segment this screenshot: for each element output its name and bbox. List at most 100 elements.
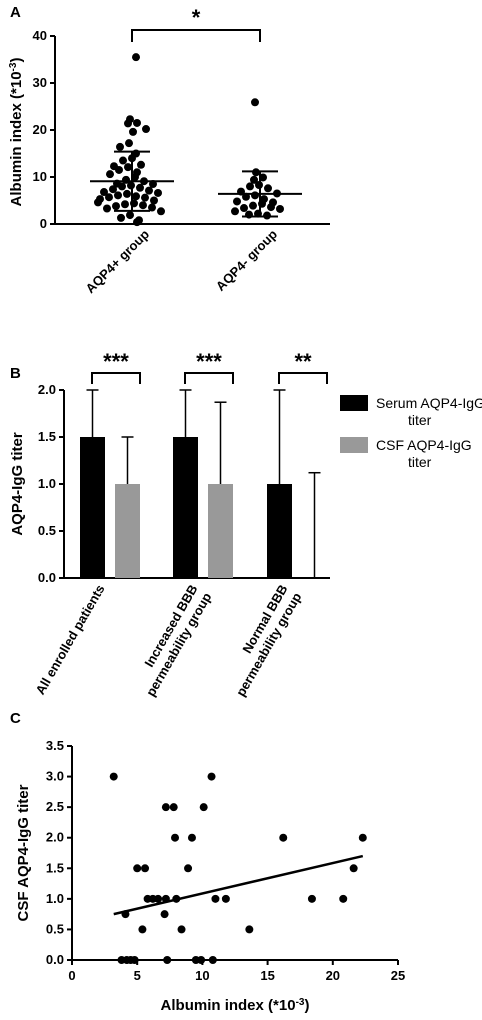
y-tick-label-c: 1.0 [46, 891, 64, 906]
x-category-label-b-line: All enrolled patients [32, 582, 107, 697]
data-point-a [141, 193, 149, 202]
legend-label-serum: Serum AQP4-IgG titer [376, 395, 482, 428]
data-point-c [349, 864, 358, 873]
data-point-a [132, 192, 140, 201]
x-axis-label-c-close: ) [304, 997, 309, 1014]
y-tick-label-b: 0.5 [38, 523, 56, 538]
y-axis-label-a-exp: -3 [8, 62, 19, 71]
legend-label-line: titer [408, 454, 432, 470]
data-point-c [199, 803, 208, 812]
data-point-c [221, 894, 230, 903]
legend-swatch-serum [340, 395, 368, 411]
data-point-a [125, 139, 133, 148]
data-point-c [154, 894, 163, 903]
x-category-label-b: Increased BBBpermeability group [129, 582, 214, 699]
data-point-a [145, 186, 153, 195]
data-point-a [123, 189, 131, 198]
data-point-a [251, 191, 259, 200]
data-point-c [130, 956, 139, 964]
y-tick-label-a: 0 [40, 216, 47, 231]
y-tick-label-c: 3.5 [46, 738, 64, 753]
data-point-a [249, 201, 257, 210]
data-point-a [142, 125, 150, 134]
x-tick-label-c: 15 [260, 968, 274, 983]
panel-c: C 0.0 0.5 1.0 1.5 2.0 2.5 3.0 3.5 0 5 10 15 20 25 CSF A… [10, 710, 405, 1014]
data-point-a [154, 188, 162, 197]
significance-bracket-b [184, 372, 234, 384]
y-tick-label-c: 2.5 [46, 799, 64, 814]
significance-label-b: ** [294, 349, 312, 374]
data-point-c [141, 864, 150, 873]
data-point-a [246, 182, 254, 191]
data-point-a [148, 203, 156, 212]
y-tick-label-a: 10 [33, 169, 47, 184]
significance-bracket-b [91, 372, 141, 384]
data-point-c [133, 864, 142, 873]
data-point-c [211, 894, 220, 903]
y-tick-label-c: 1.5 [46, 860, 64, 875]
data-point-c [171, 833, 180, 842]
y-tick-label-a: 40 [33, 28, 47, 43]
data-point-a [250, 175, 258, 184]
y-tick-label-b: 1.0 [38, 476, 56, 491]
data-point-c [109, 772, 118, 781]
data-point-a [115, 165, 123, 174]
significance-label-b: *** [196, 349, 222, 374]
x-tick-label-c: 5 [134, 968, 141, 983]
data-point-a [118, 182, 126, 191]
y-axis-label-a-close: ) [8, 58, 25, 63]
data-point-c [184, 864, 193, 873]
data-point-a [139, 201, 147, 210]
panel-a: A 0 10 20 30 40 Albumin index (*10-3) AQP4+ gro… [8, 4, 330, 296]
trendline-c [113, 854, 364, 916]
data-point-a [116, 142, 124, 151]
data-point-a [105, 193, 113, 202]
data-point-a [276, 204, 284, 213]
panel-label-b: B [10, 365, 21, 382]
data-point-c [207, 772, 216, 781]
significance-bracket-b [278, 372, 328, 384]
data-point-a [126, 211, 134, 220]
data-point-a [251, 98, 259, 107]
data-point-a [137, 160, 145, 169]
x-tick-label-c: 25 [391, 968, 405, 983]
significance-label-a: * [192, 5, 201, 30]
x-tick-label-c: 20 [326, 968, 340, 983]
data-point-a [240, 204, 248, 213]
y-tick-label-b: 0.0 [38, 570, 56, 585]
y-tick-label-b: 2.0 [38, 382, 56, 397]
data-point-a [150, 196, 158, 205]
y-tick-label-a: 20 [33, 122, 47, 137]
data-point-a [264, 184, 272, 193]
data-point-a [112, 202, 120, 211]
bar-serum [173, 437, 198, 578]
data-point-a [129, 127, 137, 136]
x-category-label-b: All enrolled patients [32, 582, 107, 697]
significance-bracket-a [131, 29, 261, 42]
y-tick-label-c: 0.0 [46, 952, 64, 967]
data-point-c [163, 956, 172, 964]
legend-label-csf: CSF AQP4-IgG titer [376, 437, 472, 470]
y-tick-label-c: 2.0 [46, 830, 64, 845]
legend-label-line: titer [408, 412, 432, 428]
data-point-a [133, 218, 141, 227]
data-point-a [109, 185, 117, 194]
data-point-a [121, 200, 129, 209]
data-point-c [169, 803, 178, 812]
data-point-a [100, 188, 108, 197]
data-point-a [233, 197, 241, 206]
x-category-label-b: Normal BBBpermeability group [219, 582, 304, 699]
data-point-c [161, 803, 170, 812]
data-point-a [231, 207, 239, 216]
y-tick-label-c: 3.0 [46, 769, 64, 784]
data-point-a [94, 198, 102, 207]
data-point-a [136, 183, 144, 192]
data-point-a [119, 156, 127, 165]
x-tick-label-c: 0 [68, 968, 75, 983]
x-axis-label-c: Albumin index (*10-3) [161, 997, 310, 1015]
legend-label-line: CSF AQP4-IgG [376, 437, 472, 453]
bar-serum [267, 484, 292, 578]
data-point-c [160, 910, 169, 919]
data-point-c [187, 833, 196, 842]
